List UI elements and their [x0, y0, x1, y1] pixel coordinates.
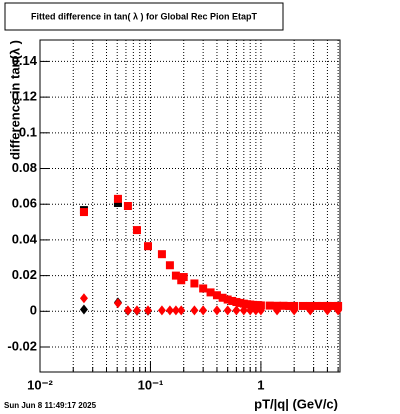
point [113, 298, 122, 309]
point [290, 305, 299, 316]
point [273, 305, 282, 316]
point [334, 305, 343, 316]
point [212, 291, 221, 300]
point [190, 305, 199, 316]
point [199, 305, 208, 316]
x-axis-label: pT/|q| (GeV/c) [254, 396, 338, 411]
y-tick-label: 0.14 [12, 53, 38, 68]
chart-title: Fitted difference in tan( λ ) for Global… [31, 11, 258, 21]
point [218, 293, 227, 302]
timestamp: Sun Jun 8 11:49:17 2025 [4, 401, 97, 410]
point [312, 301, 321, 310]
point [123, 202, 132, 210]
point [323, 305, 332, 316]
title-box [4, 2, 284, 31]
point [212, 305, 221, 316]
plot-frame [39, 39, 341, 373]
y-tick-label: 0.1 [19, 124, 37, 139]
point [285, 301, 294, 310]
y-tick-label: 0.08 [12, 160, 37, 175]
point [232, 305, 241, 316]
y-axis-label: difference in tan(λ ) [7, 40, 22, 160]
point [177, 305, 186, 316]
point [228, 296, 237, 305]
point [171, 271, 180, 280]
point [298, 301, 307, 310]
x-tick-label: 1 [257, 377, 264, 392]
point [206, 288, 215, 297]
point [223, 295, 232, 304]
point [113, 198, 122, 207]
point [279, 301, 288, 310]
point [132, 305, 141, 316]
y-tick-label: 0.04 [12, 231, 38, 246]
point [79, 293, 88, 304]
point [190, 279, 199, 288]
y-tick-label: 0.12 [12, 89, 37, 104]
point [157, 305, 166, 316]
point [123, 305, 132, 316]
point [329, 301, 338, 310]
point [79, 208, 88, 217]
point [143, 305, 152, 316]
point [143, 242, 152, 251]
point [265, 301, 274, 310]
y-tick-label: 0.06 [12, 196, 37, 211]
point [239, 305, 248, 316]
x-tick-label: 10⁻¹ [138, 377, 164, 392]
y-tick-label: 0 [30, 303, 37, 318]
point [246, 305, 255, 316]
point [306, 305, 315, 316]
point [251, 305, 260, 316]
y-tick-label: 0.02 [12, 267, 37, 282]
point [165, 261, 174, 270]
point [256, 305, 265, 316]
point [318, 301, 327, 310]
point [132, 226, 141, 235]
point [223, 305, 232, 316]
point [171, 305, 180, 316]
point [113, 194, 122, 203]
x-tick-label: 10⁻² [27, 377, 53, 392]
point [165, 305, 174, 316]
point [179, 273, 188, 282]
point [79, 304, 88, 315]
point [199, 284, 208, 293]
y-tick-label: -0.02 [7, 338, 37, 353]
point [157, 250, 166, 259]
